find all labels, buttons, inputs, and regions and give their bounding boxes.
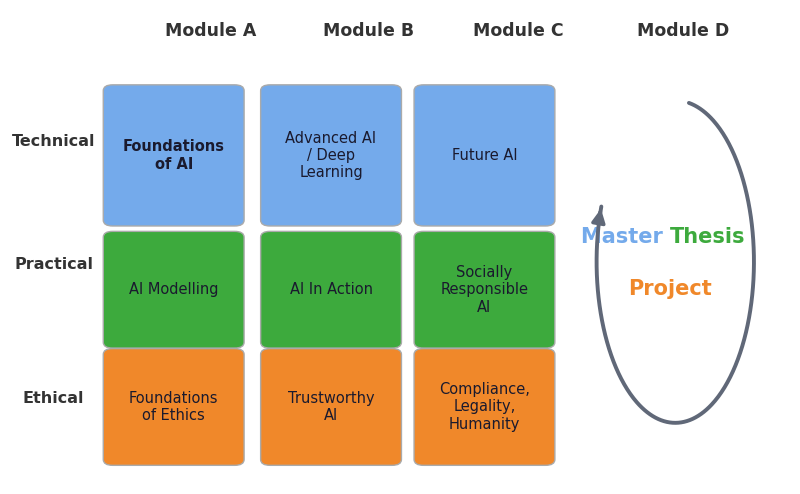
Text: Module B: Module B <box>323 22 414 41</box>
Text: Module A: Module A <box>166 22 257 41</box>
Text: Foundations
of AI: Foundations of AI <box>122 139 225 171</box>
Text: Thesis: Thesis <box>670 227 746 247</box>
Text: Master: Master <box>581 227 670 247</box>
FancyBboxPatch shape <box>103 349 244 465</box>
FancyBboxPatch shape <box>261 85 402 226</box>
Text: Foundations
of Ethics: Foundations of Ethics <box>129 391 218 423</box>
FancyBboxPatch shape <box>261 349 402 465</box>
Text: Project: Project <box>628 279 712 298</box>
FancyBboxPatch shape <box>103 231 244 348</box>
Text: AI Modelling: AI Modelling <box>129 282 218 297</box>
Text: Practical: Practical <box>14 256 94 272</box>
Text: Technical: Technical <box>12 134 95 150</box>
Text: Compliance,
Legality,
Humanity: Compliance, Legality, Humanity <box>439 382 530 432</box>
FancyBboxPatch shape <box>103 85 244 226</box>
Text: Module C: Module C <box>473 22 563 41</box>
Text: Ethical: Ethical <box>23 391 85 406</box>
FancyBboxPatch shape <box>414 85 555 226</box>
Text: Future AI: Future AI <box>452 148 518 163</box>
Text: Module D: Module D <box>637 22 730 41</box>
Text: Socially
Responsible
AI: Socially Responsible AI <box>441 265 529 315</box>
FancyBboxPatch shape <box>414 349 555 465</box>
Text: Trustworthy
AI: Trustworthy AI <box>288 391 374 423</box>
FancyBboxPatch shape <box>261 231 402 348</box>
FancyBboxPatch shape <box>414 231 555 348</box>
Text: Advanced AI
/ Deep
Learning: Advanced AI / Deep Learning <box>286 130 377 180</box>
Text: AI In Action: AI In Action <box>290 282 373 297</box>
